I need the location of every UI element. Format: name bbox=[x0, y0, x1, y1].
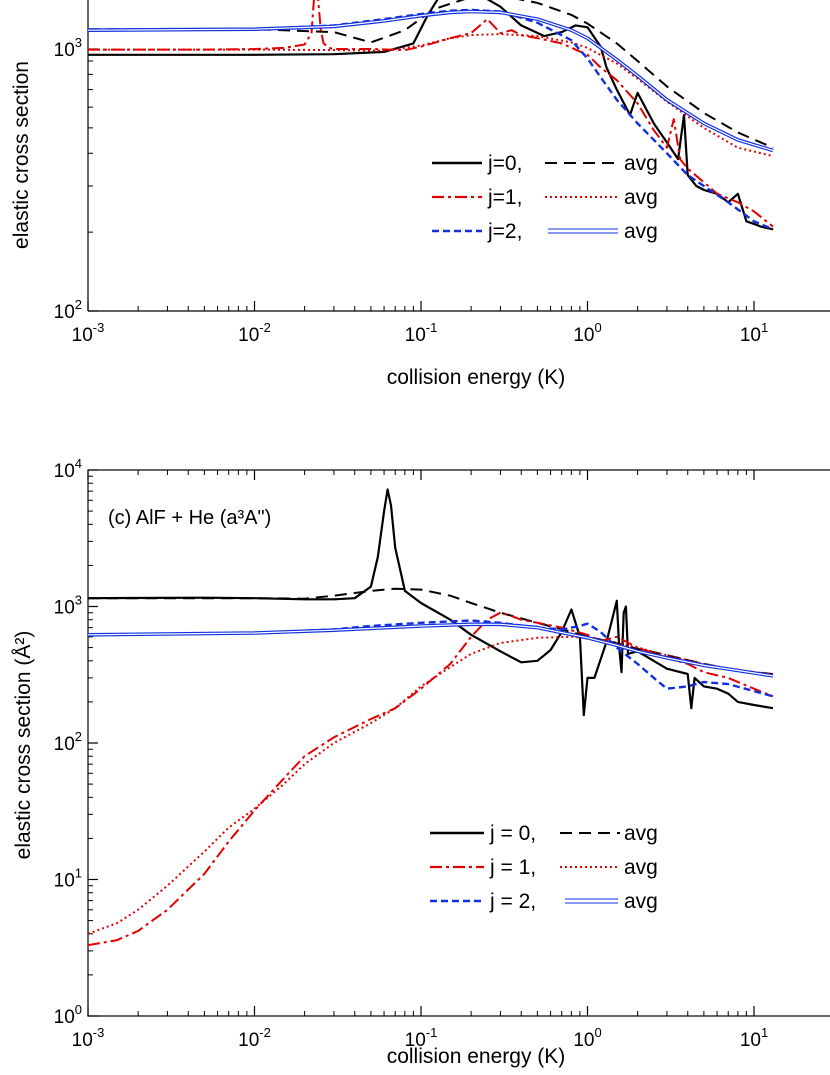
top-series bbox=[88, 0, 774, 231]
x-tick-label: 100 bbox=[573, 320, 601, 346]
top-legend: j=0, avg j=1, avg j=2, avg bbox=[432, 152, 658, 243]
series-j1 bbox=[88, 611, 774, 947]
bottom-legend: j = 0, avg j = 1, avg j = 2, avg bbox=[430, 822, 658, 913]
series-j0avg bbox=[88, 587, 774, 675]
y-tick-label: 101 bbox=[54, 866, 82, 892]
bottom-x-axis-label: collision energy (K) bbox=[387, 1045, 566, 1068]
x-tick-label: 100 bbox=[573, 1025, 601, 1051]
x-tick-label: 10-1 bbox=[405, 320, 438, 346]
series-j0 bbox=[88, 488, 774, 717]
top-panel: 10-3 10-2 10-1 100 101 102 103 collision ener… bbox=[10, 0, 830, 389]
series-j2 bbox=[88, 619, 774, 698]
x-tick-label: 10-3 bbox=[72, 1025, 105, 1051]
top-y-axis-label: elastic cross section bbox=[10, 61, 33, 249]
series-j1 bbox=[88, 0, 774, 228]
legend-label-j1: j=1, bbox=[487, 186, 522, 209]
legend-label-j0: j=0, bbox=[487, 152, 522, 175]
top-y-ticks: 102 103 bbox=[54, 35, 98, 323]
legend-avg-j1: avg bbox=[624, 186, 658, 209]
y-tick-label: 103 bbox=[54, 35, 82, 61]
x-tick-label: 10-3 bbox=[72, 320, 105, 346]
series-j2avg bbox=[88, 9, 774, 153]
bottom-x-ticks: 10-3 10-2 10-1 100 101 bbox=[72, 470, 768, 1051]
legend-label-j0: j = 0, bbox=[489, 822, 536, 845]
series-j2avg bbox=[88, 622, 774, 678]
legend-label-j2: j=2, bbox=[487, 220, 522, 243]
legend-label-j1: j = 1, bbox=[489, 856, 536, 879]
bottom-y-ticks: 100 101 102 103 104 bbox=[54, 456, 98, 1028]
bottom-frame bbox=[87, 469, 830, 1017]
series-j2avg-inner bbox=[88, 623, 774, 677]
series-j0 bbox=[88, 0, 774, 231]
y-tick-label: 102 bbox=[54, 729, 82, 755]
legend-avg-j2: avg bbox=[624, 220, 658, 243]
y-tick-label: 104 bbox=[54, 456, 82, 482]
top-x-ticks: 10-3 10-2 10-1 100 101 bbox=[72, 301, 768, 346]
bottom-y-axis-label: elastic cross section (Å²) bbox=[12, 631, 35, 860]
x-tick-label: 101 bbox=[740, 320, 768, 346]
x-tick-label: 10-2 bbox=[238, 320, 271, 346]
top-x-axis-label: collision energy (K) bbox=[387, 366, 566, 389]
bottom-series bbox=[88, 488, 774, 947]
legend-avg-j1: avg bbox=[624, 856, 658, 879]
series-j1avg bbox=[88, 33, 774, 158]
y-tick-label: 100 bbox=[54, 1002, 82, 1028]
bottom-annotation: (c) AlF + He (a³A") bbox=[108, 507, 271, 529]
legend-label-j2: j = 2, bbox=[489, 890, 536, 913]
series-j2 bbox=[88, 8, 774, 231]
series-j0avg bbox=[88, 0, 774, 149]
legend-avg-j0: avg bbox=[624, 822, 658, 845]
legend-avg-j2: avg bbox=[624, 890, 658, 913]
y-tick-label: 102 bbox=[54, 297, 82, 323]
legend-avg-j0: avg bbox=[624, 152, 658, 175]
y-tick-label: 103 bbox=[54, 593, 82, 619]
x-tick-label: 101 bbox=[740, 1025, 768, 1051]
series-j2avg-inner bbox=[88, 10, 774, 152]
x-tick-label: 10-2 bbox=[238, 1025, 271, 1051]
